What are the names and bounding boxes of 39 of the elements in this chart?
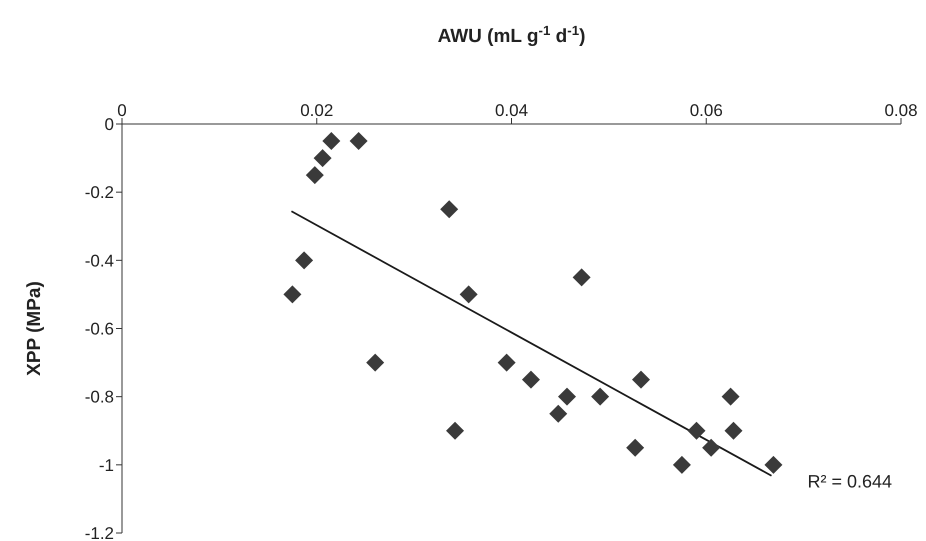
x-tick-label: 0.02 bbox=[300, 101, 334, 120]
point bbox=[558, 388, 576, 406]
y-tick-label: -1 bbox=[98, 456, 114, 475]
point bbox=[283, 285, 302, 304]
point bbox=[626, 438, 644, 457]
y-axis-title: XPP (MPa) bbox=[24, 281, 45, 376]
point bbox=[366, 354, 384, 372]
point bbox=[314, 149, 332, 168]
point bbox=[306, 166, 324, 184]
point bbox=[350, 132, 368, 150]
point bbox=[722, 388, 740, 406]
point bbox=[522, 370, 540, 389]
point bbox=[591, 388, 610, 406]
annotation: R² = 0.644 bbox=[807, 472, 892, 492]
point bbox=[688, 422, 706, 440]
x-tick-label: 0 bbox=[117, 101, 127, 120]
x-tick-label: 0.04 bbox=[494, 101, 528, 120]
point bbox=[672, 456, 691, 474]
point bbox=[702, 438, 720, 457]
y-tick-label: -0.6 bbox=[84, 320, 114, 339]
point bbox=[549, 404, 568, 423]
y-tick-label: -1.2 bbox=[84, 524, 114, 541]
point bbox=[440, 200, 458, 218]
y-tick-label: 0 bbox=[104, 115, 114, 134]
point bbox=[446, 422, 464, 440]
y-tick-label: -0.4 bbox=[84, 251, 114, 270]
y-tick-label: -0.8 bbox=[84, 388, 114, 407]
point bbox=[498, 354, 516, 372]
x-tick-label: 0.08 bbox=[884, 101, 918, 120]
x-tick-label: 0.06 bbox=[690, 101, 723, 120]
x-axis-title: AWU (mL g$^{-1}$ d$^{-1}$) bbox=[438, 22, 586, 47]
point bbox=[724, 422, 743, 440]
point bbox=[764, 456, 782, 474]
point bbox=[295, 251, 314, 270]
point bbox=[322, 132, 340, 150]
point bbox=[460, 285, 478, 304]
point bbox=[632, 370, 650, 389]
point bbox=[572, 268, 591, 286]
y-tick-label: -0.2 bbox=[84, 183, 114, 202]
